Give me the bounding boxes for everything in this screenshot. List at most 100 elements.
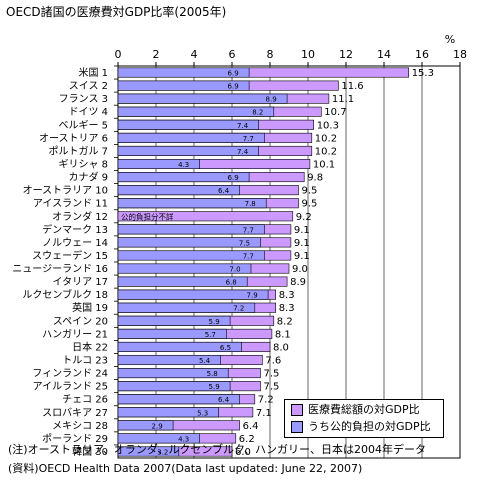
data-label-total: 9.5 [302, 186, 318, 197]
bar-public [117, 250, 265, 261]
category-label: 英国 19 [72, 301, 108, 314]
data-label-total: 9.0 [292, 264, 308, 275]
category-label: ベルギー 5 [58, 119, 108, 131]
data-label-total: 8.9 [290, 277, 306, 288]
data-label-public: 7.7 [243, 252, 254, 260]
category-label: カナダ 9 [68, 171, 108, 184]
data-label-total: 9.1 [294, 225, 310, 236]
data-label-public: 7.2 [233, 305, 244, 313]
data-label-public: 5.9 [209, 318, 220, 326]
bar-public [117, 407, 219, 418]
data-label-public: 5.7 [205, 331, 216, 339]
data-label-total: 10.2 [315, 133, 337, 144]
bar-public [117, 433, 200, 444]
category-label: スロバキア 27 [42, 407, 108, 419]
data-label-public: 8.9 [266, 96, 277, 104]
data-label-total: 8.2 [277, 316, 293, 327]
data-label-public: 6.5 [220, 344, 231, 352]
data-label-total: 7.2 [258, 395, 274, 406]
data-label-total: 7.1 [256, 408, 272, 419]
data-label-total: 8.1 [275, 329, 291, 340]
category-label: 韓国 30 [72, 446, 108, 458]
bar-public [117, 145, 259, 156]
legend-swatch-total [291, 404, 303, 416]
bar-total [117, 211, 294, 222]
data-label-total: 8.3 [279, 290, 295, 301]
data-label-public: 5.9 [209, 383, 220, 391]
category-label: スペイン 20 [53, 316, 108, 327]
data-label-public: 4.3 [178, 161, 189, 169]
data-label-public: 6.4 [218, 396, 230, 404]
bar-public [117, 158, 200, 170]
annotation-label: 公的負担分不詳 [121, 211, 174, 221]
data-label-total: 10.1 [313, 160, 335, 171]
note-source: (資料)OECD Health Data 2007(Data last upda… [8, 462, 363, 475]
bar-public [117, 302, 256, 313]
x-tick-label: 18 [453, 48, 467, 61]
chart-legend: 医療費総額の対GDP比 うち公的負担の対GDP比 [284, 399, 444, 438]
category-label: スウェーデン 15 [32, 249, 108, 262]
data-label-public: 4.3 [178, 435, 189, 443]
x-tick-label: 8 [267, 48, 274, 61]
data-label-public: 8.2 [252, 109, 263, 117]
data-label-total: 9.1 [294, 251, 310, 262]
bar-public [117, 172, 250, 183]
data-label-total: 10.7 [324, 107, 346, 118]
data-label-public: 6.4 [218, 187, 230, 195]
category-label: トルコ 23 [62, 356, 108, 367]
data-label-public: 5.3 [197, 409, 208, 417]
data-label-public: 5.4 [199, 357, 211, 365]
category-label: ポルトガル 7 [48, 145, 108, 157]
bar-public [117, 341, 242, 352]
bar-public [117, 368, 229, 379]
category-label: チェコ 26 [62, 394, 108, 406]
category-label: 日本 22 [72, 340, 108, 353]
category-label: ハンガリー 21 [42, 328, 108, 340]
data-label-public: 6.9 [228, 83, 239, 91]
x-axis-unit: % [445, 33, 455, 46]
category-label: オランダ 12 [52, 210, 108, 223]
category-label: オーストリア 6 [39, 132, 108, 144]
category-label: アイスランド 11 [33, 198, 108, 210]
data-label-public: 7.0 [229, 266, 240, 274]
data-label-total: 8.0 [273, 342, 289, 353]
data-label-public: 6.8 [226, 279, 237, 287]
category-label: フランス 3 [59, 93, 108, 105]
bar-public [117, 80, 250, 91]
data-label-total: 11.6 [341, 81, 363, 92]
data-label-public: 7.9 [247, 292, 258, 300]
category-label: メキシコ 28 [52, 421, 108, 432]
data-label-public: 2.9 [152, 422, 163, 430]
x-tick-label: 10 [301, 48, 315, 61]
category-label: オーストラリア 10 [23, 185, 108, 197]
bar-public [117, 119, 259, 130]
bar-public [117, 394, 240, 405]
bar-public [117, 263, 252, 274]
category-label: アイルランド 25 [33, 381, 108, 393]
category-label: ノルウェー 14 [42, 237, 108, 249]
bar-public [117, 315, 231, 326]
data-label-public: 6.9 [228, 70, 239, 78]
x-tick-label: 14 [377, 48, 391, 61]
bar-public [117, 67, 250, 78]
bar-public [117, 420, 174, 431]
category-label: ポーランド 29 [42, 433, 108, 445]
data-label-total: 6.0 [235, 447, 251, 458]
x-tick-label: 4 [191, 48, 198, 61]
chart-title: OECD諸国の医療費対GDP比率(2005年) [6, 5, 227, 19]
data-label-total: 6.2 [239, 434, 255, 445]
data-label-public: 6.9 [228, 174, 239, 182]
bar-public [117, 198, 267, 209]
data-label-public: 7.7 [243, 135, 254, 143]
bar-public [117, 224, 265, 235]
data-label-public: 3.2 [157, 448, 168, 456]
data-label-public: 7.7 [243, 226, 254, 234]
category-label: イタリア 17 [52, 276, 108, 288]
legend-item-public: うち公的負担の対GDP比 [291, 419, 431, 435]
x-tick-label: 16 [415, 48, 429, 61]
bar-public [117, 106, 275, 117]
x-tick-label: 2 [153, 48, 160, 61]
category-label: ドイツ 4 [68, 107, 108, 118]
data-label-total: 9.1 [294, 238, 310, 249]
